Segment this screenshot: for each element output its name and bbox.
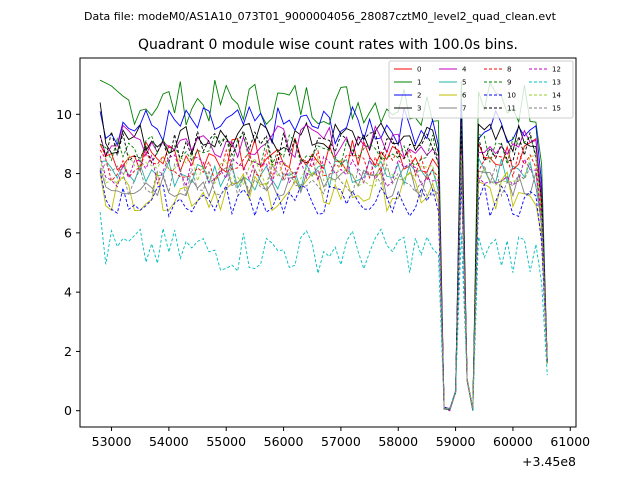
x-tick-label: 58000 (378, 434, 418, 449)
series-line-13 (99, 212, 548, 411)
legend-label-7: 7 (462, 105, 466, 113)
legend-label-0: 0 (417, 66, 421, 74)
y-tick-label: 4 (64, 285, 72, 300)
x-tick-label: 59000 (436, 434, 476, 449)
legend-label-8: 8 (507, 66, 511, 74)
series-line-11 (99, 122, 548, 411)
legend-label-11: 11 (507, 105, 516, 113)
x-axis: 53000 54000 55000 56000 57000 58000 59000 60000… (92, 427, 590, 449)
x-tick-label: 56000 (264, 434, 304, 449)
legend-label-9: 9 (507, 79, 511, 87)
legend-label-5: 5 (462, 79, 466, 87)
suptitle: Data file: modeM0/AS1A10_073T01_90000040… (84, 10, 557, 23)
x-tick-label: 53000 (92, 434, 132, 449)
series-line-8 (99, 145, 548, 411)
y-tick-label: 10 (56, 107, 72, 122)
legend-label-15: 15 (552, 105, 561, 113)
x-tick-label: 54000 (149, 434, 189, 449)
legend-label-3: 3 (417, 105, 421, 113)
series-line-12 (99, 153, 548, 412)
series-line-10 (99, 170, 548, 411)
legend-label-2: 2 (417, 92, 421, 100)
plot-frame (79, 57, 577, 428)
legend-box (388, 60, 574, 119)
chart-title: Quadrant 0 module wise count rates with … (138, 37, 518, 53)
series-line-15 (99, 162, 548, 410)
series-line-6 (99, 168, 548, 410)
y-tick-label: 2 (64, 344, 72, 359)
series-line-2 (99, 99, 548, 411)
series-line-7 (99, 158, 548, 412)
x-tick-label: 57000 (321, 434, 361, 449)
y-axis: 0 2 4 6 8 10 (56, 107, 80, 418)
series-line-14 (99, 153, 548, 410)
legend-label-12: 12 (552, 66, 561, 74)
legend-label-13: 13 (552, 79, 561, 87)
y-tick-label: 8 (64, 166, 72, 181)
x-offset-label: +3.45e8 (522, 454, 576, 469)
y-tick-label: 6 (64, 225, 72, 240)
series-line-5 (100, 152, 548, 411)
series-line-9 (99, 129, 548, 411)
x-tick-label: 61000 (550, 434, 590, 449)
y-tick-label: 0 (64, 403, 72, 418)
legend-label-4: 4 (462, 66, 467, 74)
legend-label-10: 10 (507, 92, 516, 100)
series-layer (99, 79, 548, 412)
legend-label-6: 6 (462, 92, 467, 100)
legend-label-1: 1 (417, 79, 421, 87)
legend-label-14: 14 (552, 92, 561, 100)
x-tick-label: 55000 (206, 434, 246, 449)
x-tick-label: 60000 (493, 434, 533, 449)
